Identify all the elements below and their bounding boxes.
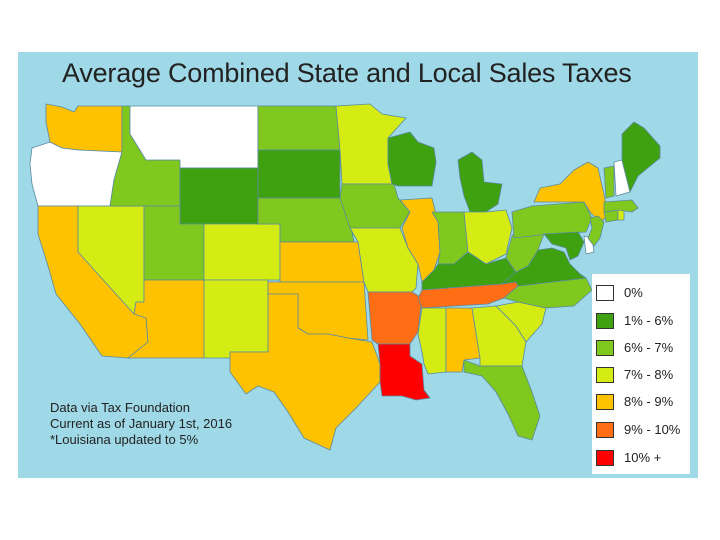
legend-label: 9% - 10% — [624, 422, 681, 437]
state-south-dakota — [257, 149, 341, 199]
source-note-line: *Louisiana updated to 5% — [50, 432, 199, 447]
state-new-york — [533, 161, 609, 223]
legend-label: 1% - 6% — [624, 313, 674, 328]
state-wisconsin — [387, 131, 437, 187]
legend-swatch — [596, 340, 614, 356]
legend-swatch — [596, 367, 614, 383]
state-michigan — [457, 151, 503, 213]
state-new-jersey — [587, 215, 605, 247]
state-texas — [229, 293, 381, 451]
legend-label: 7% - 8% — [624, 367, 674, 382]
state-wyoming — [179, 167, 259, 225]
state-rhode-island — [617, 209, 625, 221]
map-title: Average Combined State and Local Sales T… — [62, 58, 632, 88]
state-iowa — [339, 183, 411, 229]
map-panel: Average Combined State and Local Sales T… — [18, 52, 698, 478]
state-new-mexico — [203, 279, 269, 359]
legend-swatch — [596, 285, 614, 301]
state-north-dakota — [257, 105, 341, 151]
legend-item: 10% + — [596, 449, 688, 469]
state-massachusetts — [603, 199, 639, 213]
state-florida — [463, 359, 541, 441]
legend-label: 0% — [624, 285, 643, 300]
state-maryland — [543, 231, 585, 261]
legend-swatch — [596, 313, 614, 329]
legend-item: 9% - 10% — [596, 421, 688, 441]
state-maine — [621, 121, 661, 193]
legend-label: 10% + — [624, 450, 662, 465]
state-vermont — [603, 165, 615, 199]
state-colorado — [203, 223, 281, 281]
source-note-line: Current as of January 1st, 2016 — [50, 416, 233, 431]
us-map — [29, 103, 661, 451]
state-oregon — [29, 141, 123, 207]
legend-label: 8% - 9% — [624, 394, 674, 409]
state-montana — [129, 105, 259, 169]
legend-item: 6% - 7% — [596, 339, 688, 359]
legend-swatch — [596, 450, 614, 466]
state-kansas — [279, 241, 365, 283]
legend-item: 7% - 8% — [596, 366, 688, 386]
legend: 0% 1% - 6% 6% - 7% 7% - 8% 8% - 9% 9% - … — [592, 274, 690, 474]
legend-item: 0% — [596, 284, 688, 304]
state-louisiana — [377, 343, 431, 401]
legend-swatch — [596, 422, 614, 438]
state-virginia — [501, 247, 587, 287]
legend-label: 6% - 7% — [624, 340, 674, 355]
state-washington — [45, 103, 123, 153]
legend-item: 1% - 6% — [596, 312, 688, 332]
state-arkansas — [367, 291, 423, 345]
legend-item: 8% - 9% — [596, 393, 688, 413]
legend-swatch — [596, 394, 614, 410]
source-note-line: Data via Tax Foundation — [50, 400, 190, 415]
source-note: Data via Tax Foundation Current as of Ja… — [50, 400, 232, 448]
state-missouri — [349, 227, 419, 293]
state-pennsylvania — [511, 201, 593, 239]
